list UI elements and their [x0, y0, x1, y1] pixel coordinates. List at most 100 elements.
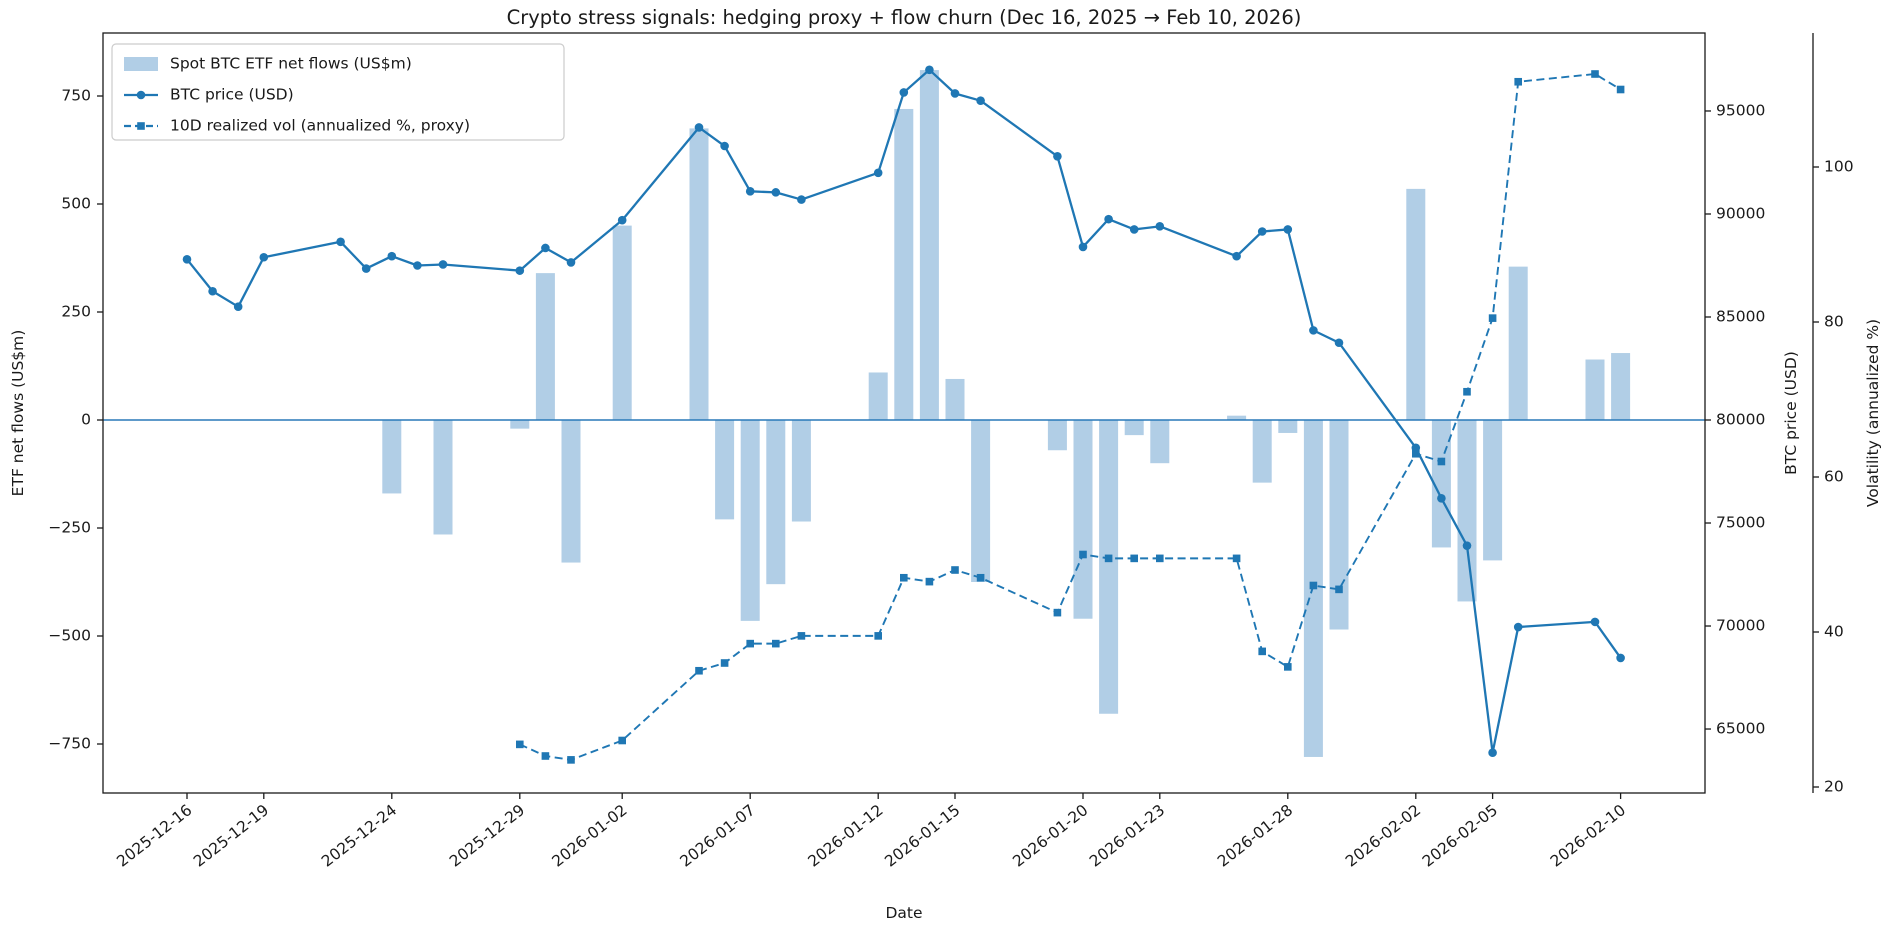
flow-bar	[1329, 420, 1349, 630]
price-marker	[438, 260, 448, 269]
vol-marker	[1412, 449, 1420, 458]
price-marker	[1513, 622, 1523, 632]
vol-marker	[1130, 554, 1138, 563]
vol-marker	[874, 632, 882, 640]
price-marker	[413, 261, 422, 270]
price-marker	[899, 88, 909, 97]
vol-marker	[1488, 314, 1497, 322]
price-marker	[387, 251, 397, 261]
price-marker	[1078, 242, 1088, 252]
flow-bar	[1483, 420, 1503, 561]
price-line	[182, 65, 1625, 758]
date-tick-label: 2026-01-07	[677, 801, 759, 871]
price-marker	[1232, 251, 1241, 261]
price-marker	[1104, 214, 1113, 224]
flow-bar	[535, 273, 555, 420]
date-tick-label: 2025-12-19	[190, 801, 272, 871]
flow-bar	[1406, 188, 1426, 420]
date-tick-label: 2026-02-10	[1547, 801, 1629, 871]
flows-tick-label: 750	[61, 87, 91, 105]
price-marker	[771, 188, 781, 197]
price-tick-label: 90000	[1716, 204, 1765, 222]
price-marker	[541, 243, 550, 253]
vol-tick-label: 60	[1824, 468, 1844, 486]
flow-bar	[868, 372, 888, 420]
price-axis-label: BTC price (USD)	[1782, 351, 1800, 475]
price-marker	[950, 89, 960, 98]
date-tick-label: 2026-02-05	[1419, 801, 1501, 871]
vol-marker	[1156, 554, 1164, 563]
price-tick-label: 75000	[1716, 514, 1765, 532]
vol-marker	[1309, 581, 1318, 590]
price-marker	[1053, 152, 1062, 161]
vol-marker	[567, 756, 575, 764]
flow-bar	[1585, 359, 1605, 420]
vol-marker	[746, 639, 754, 648]
price-marker	[336, 237, 345, 247]
date-tick-label: 2025-12-16	[113, 801, 195, 871]
vol-marker	[1463, 387, 1471, 396]
date-tick-label: 2026-01-15	[881, 801, 963, 871]
flows-tick-label: −250	[48, 519, 91, 537]
etf-flows-bars	[382, 70, 1631, 757]
flow-bar	[1227, 415, 1247, 420]
flow-bar	[740, 420, 760, 621]
vol-marker	[1591, 70, 1599, 78]
price-marker	[694, 123, 704, 132]
flow-bar	[382, 420, 402, 494]
price-marker	[233, 302, 243, 311]
vol-tick-label: 100	[1824, 158, 1854, 176]
flows-tick-label: 250	[61, 303, 91, 321]
vol-path	[519, 73, 1622, 761]
flow-bar	[1124, 420, 1144, 436]
date-tick-label: 2026-01-28	[1214, 801, 1296, 871]
legend-label: Spot BTC ETF net flows (US$m)	[170, 55, 412, 73]
price-marker	[1129, 225, 1139, 234]
price-marker	[1411, 443, 1421, 453]
price-marker	[873, 168, 883, 178]
flow-bar	[1278, 420, 1298, 433]
price-marker	[515, 266, 525, 275]
vol-marker	[1284, 663, 1292, 671]
vol-marker	[797, 632, 806, 640]
chart-title: Crypto stress signals: hedging proxy + f…	[507, 6, 1302, 29]
price-marker	[361, 264, 371, 273]
vol-marker	[1335, 585, 1343, 594]
date-tick-label: 2025-12-24	[318, 801, 400, 871]
flows-tick-label: −500	[48, 627, 91, 645]
flows-tick-label: 0	[81, 411, 91, 429]
flow-bar	[433, 420, 453, 535]
vol-marker	[925, 577, 934, 586]
date-tick-label: 2026-01-12	[805, 801, 887, 871]
price-marker	[745, 187, 755, 196]
flow-bar	[612, 225, 632, 420]
vol-marker	[1258, 647, 1266, 656]
vol-axis-label: Volatility (annualized %)	[1864, 319, 1882, 507]
price-marker	[1257, 227, 1267, 236]
legend-box	[111, 43, 565, 141]
flow-bar	[561, 420, 581, 563]
price-marker	[182, 255, 192, 264]
flow-bar	[1508, 266, 1528, 420]
price-marker	[1283, 225, 1293, 234]
flow-bar	[1457, 420, 1477, 602]
date-tick-label: 2026-02-02	[1342, 801, 1424, 871]
vol-tick-label: 40	[1824, 623, 1844, 641]
vol-marker	[976, 573, 985, 582]
flow-bar	[1252, 420, 1272, 483]
price-marker	[1437, 493, 1446, 503]
flow-bar	[510, 420, 530, 429]
flow-bar	[1073, 420, 1093, 619]
date-tick-label: 2025-12-29	[446, 801, 528, 871]
flow-bar	[1099, 420, 1119, 714]
date-tick-label: 2026-01-02	[549, 801, 631, 871]
vol-line	[516, 70, 1625, 764]
price-marker	[566, 258, 576, 267]
vol-marker	[1079, 550, 1087, 559]
price-marker	[1309, 326, 1318, 335]
vol-marker	[516, 740, 524, 749]
price-tick-label: 85000	[1716, 307, 1765, 325]
price-marker	[797, 195, 806, 204]
